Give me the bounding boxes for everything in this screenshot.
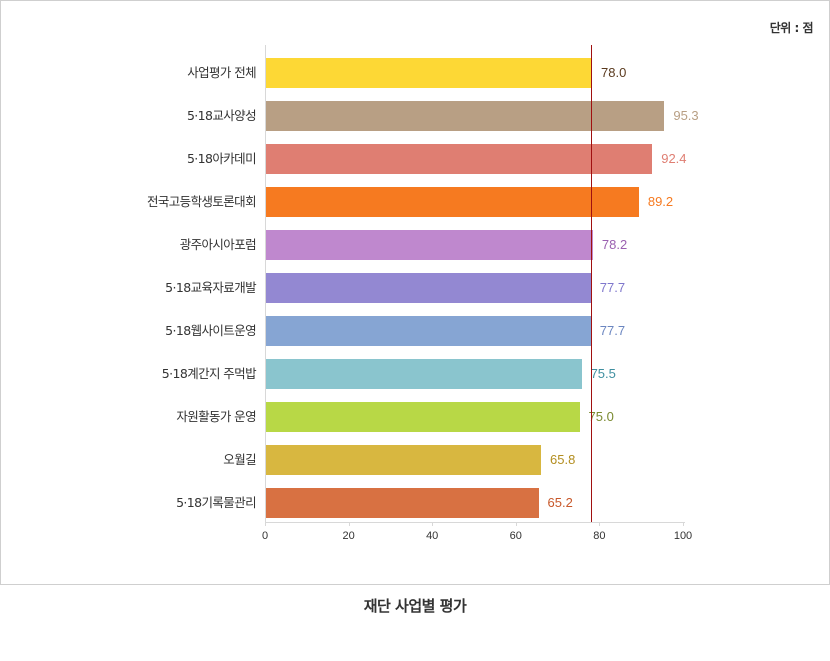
value-label: 77.7 <box>599 323 626 338</box>
value-label: 65.8 <box>550 452 576 467</box>
x-tick-label: 40 <box>426 530 439 542</box>
category-label: 5·18기록물관리 <box>176 495 257 510</box>
category-label: 5·18아카데미 <box>186 151 257 166</box>
x-tick-label: 20 <box>342 530 355 542</box>
x-axis-line <box>265 522 685 523</box>
x-tick-label: 80 <box>593 530 606 542</box>
x-tick <box>348 522 350 526</box>
value-label: 92.4 <box>661 151 687 166</box>
bar <box>266 144 653 174</box>
value-label: 95.3 <box>673 108 699 123</box>
value-label: 65.2 <box>547 495 573 510</box>
chart-caption: 재단 사업별 평가 <box>363 597 467 615</box>
category-label: 광주아시아포럼 <box>179 237 257 252</box>
x-tick <box>265 522 266 526</box>
bar <box>266 187 639 217</box>
reference-line <box>591 45 593 522</box>
category-label: 사업평가 전체 <box>187 65 256 80</box>
value-label: 77.7 <box>599 280 626 295</box>
x-tick <box>515 522 517 526</box>
x-tick <box>683 522 684 526</box>
bar <box>266 402 580 432</box>
bar <box>266 58 593 88</box>
y-axis-line <box>265 45 266 522</box>
bar <box>266 359 582 389</box>
category-label: 5·18교사양성 <box>186 108 257 123</box>
category-label: 5·18계간지 주먹밥 <box>161 366 257 381</box>
bar <box>266 273 591 303</box>
bar <box>266 488 539 518</box>
value-label: 78.2 <box>601 237 628 252</box>
category-label: 5·18웹사이트운영 <box>165 323 256 338</box>
bar <box>266 445 542 475</box>
x-tick-label: 60 <box>509 530 522 542</box>
category-label: 전국고등학생토론대회 <box>146 194 257 209</box>
bar <box>266 101 665 131</box>
x-tick <box>599 522 601 526</box>
x-tick <box>432 522 434 526</box>
category-label: 오월길 <box>223 452 256 467</box>
category-label: 자원활동가 운영 <box>176 409 256 424</box>
value-label: 89.2 <box>647 194 674 209</box>
value-label: 75.0 <box>588 409 614 424</box>
unit-label: 단위 : 점 <box>769 21 814 35</box>
value-label: 75.5 <box>590 366 616 381</box>
x-tick-label: 0 <box>261 530 269 542</box>
value-label: 78.0 <box>601 65 627 80</box>
category-label: 5·18교육자료개발 <box>165 280 256 295</box>
bar <box>266 230 593 260</box>
bar <box>266 316 591 346</box>
x-tick-label: 100 <box>673 530 693 542</box>
